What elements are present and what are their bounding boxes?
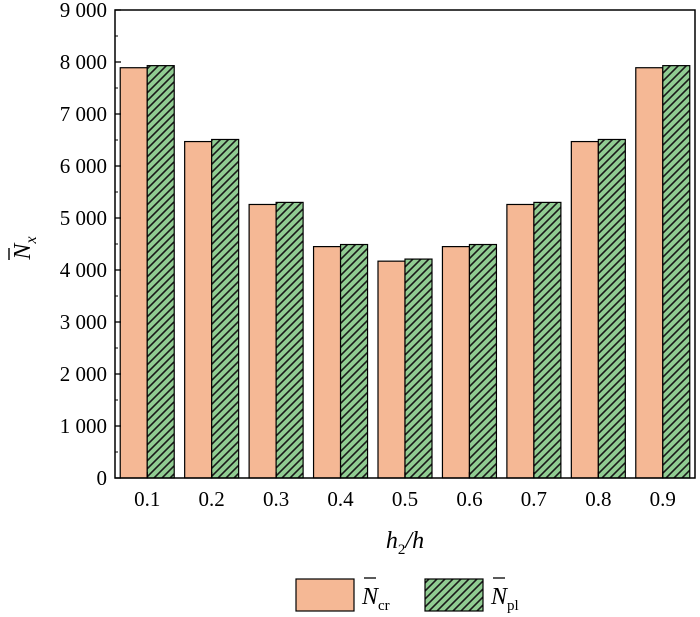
x-tick-label: 0.2 — [199, 487, 225, 511]
bar-pl-0.6 — [468, 243, 498, 479]
bar-pl-0.8 — [597, 138, 626, 479]
bar-pl-0.5 — [404, 258, 433, 479]
bar-cr-0.5 — [377, 260, 406, 479]
x-axis-title-rest: /h — [403, 528, 424, 554]
legend-label-pl-sub: pl — [507, 598, 519, 614]
legend-label-cr-sub: cr — [378, 598, 390, 614]
svg-text:Nx: Nx — [10, 236, 40, 260]
bar-cr-0.3 — [248, 203, 277, 479]
x-tick-label: 0.6 — [456, 487, 482, 511]
bar-pl-0.4 — [339, 243, 369, 479]
legend-label-pl-base: N — [490, 584, 509, 610]
bar-cr-0.7 — [506, 203, 535, 479]
y-axis-title: Nx — [8, 236, 40, 261]
y-tick-label: 3 000 — [60, 310, 107, 334]
legend: Ncr Npl — [295, 577, 519, 614]
y-tick-label: 4 000 — [60, 258, 107, 282]
plot-frame — [114, 9, 696, 479]
x-tick-label: 0.9 — [650, 487, 676, 511]
legend-swatch-cr — [295, 578, 355, 612]
x-tick-label: 0.3 — [263, 487, 289, 511]
x-axis-title-base: h — [386, 528, 398, 554]
bar-pl-0.1 — [146, 65, 175, 479]
y-tick-label: 0 — [97, 466, 108, 490]
bars-group — [119, 65, 691, 479]
bar-cr-0.9 — [635, 67, 664, 479]
x-tick-label: 0.7 — [521, 487, 547, 511]
bar-pl-0.2 — [211, 138, 240, 479]
bar-pl-0.3 — [275, 201, 304, 479]
legend-label-pl: Npl — [490, 584, 519, 614]
x-axis-title-sub: 2 — [398, 542, 406, 558]
y-axis-title-base: N — [10, 242, 36, 261]
x-axis-title: h2/h — [386, 528, 424, 558]
bar-pl-0.9 — [662, 65, 691, 479]
y-axis-ticks: 0 1 000 2 000 3 000 4 000 5 000 6 000 7 000 8 00… — [60, 0, 121, 490]
y-tick-label: 7 000 — [60, 102, 107, 126]
bar-cr-0.2 — [184, 140, 213, 479]
y-tick-label: 5 000 — [60, 206, 107, 230]
y-tick-label: 8 000 — [60, 50, 107, 74]
y-tick-label: 2 000 — [60, 362, 107, 386]
bar-cr-0.6 — [441, 246, 471, 479]
x-tick-label: 0.5 — [392, 487, 418, 511]
x-tick-label: 0.1 — [134, 487, 160, 511]
legend-label-cr: Ncr — [361, 584, 390, 614]
x-tick-label: 0.8 — [585, 487, 611, 511]
y-tick-label: 1 000 — [60, 414, 107, 438]
x-axis-ticks: 0.1 0.2 0.3 0.4 0.5 0.6 0.7 0.8 0.9 — [134, 472, 676, 511]
bar-pl-0.7 — [533, 201, 562, 479]
x-tick-label: 0.4 — [327, 487, 354, 511]
y-axis-title-sub: x — [23, 236, 40, 244]
bar-cr-0.4 — [312, 246, 342, 479]
bar-cr-0.1 — [119, 67, 148, 479]
y-tick-label: 9 000 — [60, 0, 107, 22]
bar-cr-0.8 — [570, 140, 599, 479]
legend-swatch-pl — [424, 578, 484, 612]
y-tick-label: 6 000 — [60, 154, 107, 178]
legend-label-cr-base: N — [361, 584, 380, 610]
